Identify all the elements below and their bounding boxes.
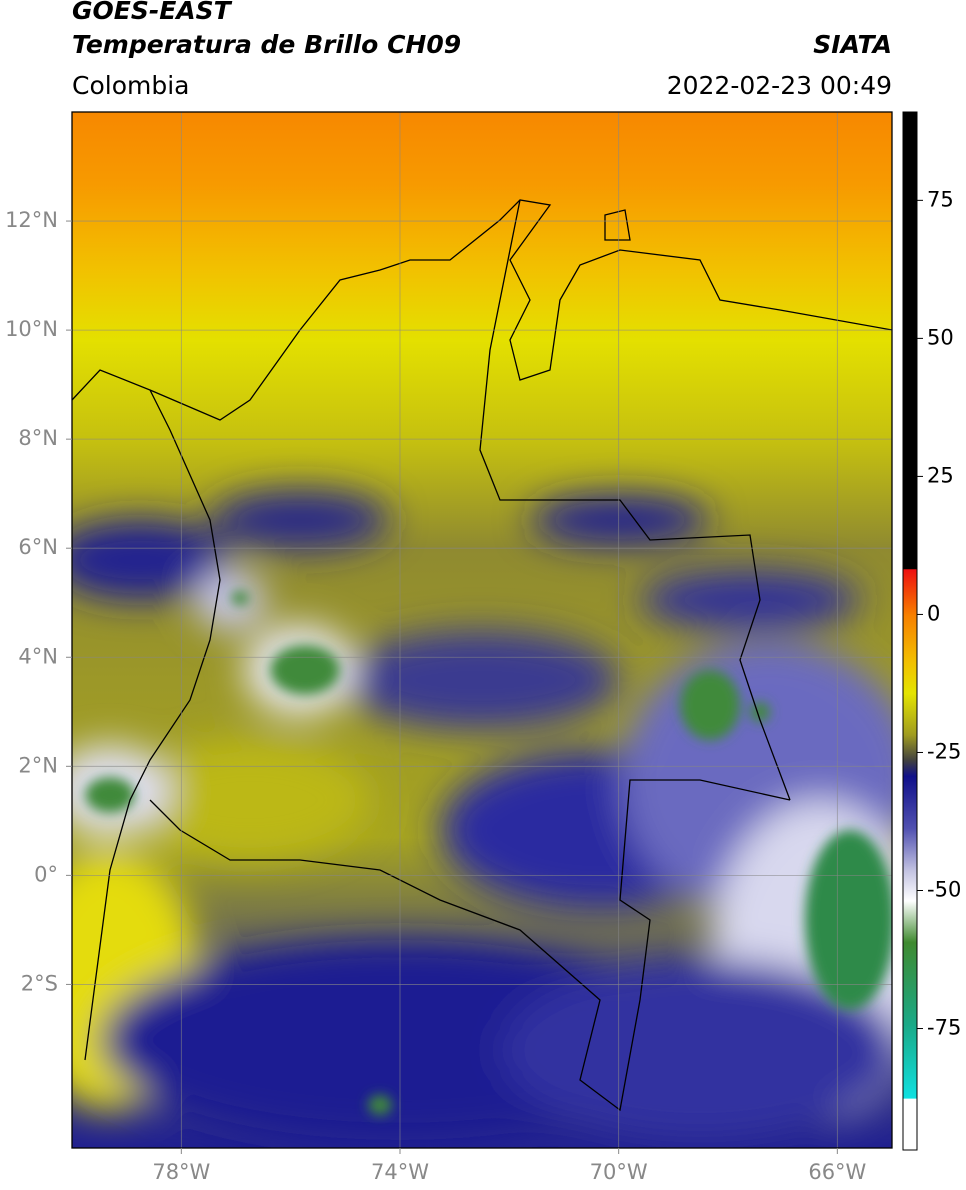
lat-tick-label: 2°S <box>21 971 58 995</box>
datetime: 2022-02-23 00:49 <box>667 71 892 100</box>
credit: SIATA <box>813 30 892 59</box>
lat-tick-label: 8°N <box>18 426 58 450</box>
lat-tick-label: 4°N <box>18 644 58 668</box>
lat-tick-label: 2°N <box>18 753 58 777</box>
lon-tick-label: 78°W <box>152 1160 210 1184</box>
title: GOES-EAST <box>72 0 233 25</box>
lat-tick-label: 0° <box>34 862 58 886</box>
region: Colombia <box>72 71 189 100</box>
colorbar-tick-label: -75 <box>927 1016 961 1040</box>
satellite-image <box>72 112 892 1148</box>
coastlines <box>72 199 892 1112</box>
colorbar-tick-label: 25 <box>927 463 954 487</box>
lon-tick-label: 74°W <box>371 1160 429 1184</box>
lon-tick-label: 70°W <box>590 1160 648 1184</box>
lat-tick-label: 6°N <box>18 535 58 559</box>
colorbar-tick-label: -50 <box>927 878 961 902</box>
colorbar-tick-label: 75 <box>927 187 954 211</box>
lat-tick-label: 10°N <box>5 317 58 341</box>
lon-tick-label: 66°W <box>808 1160 866 1184</box>
colorbar-tick-label: 0 <box>927 601 940 625</box>
colorbar-tick-label: 50 <box>927 325 954 349</box>
lat-tick-label: 12°N <box>5 208 58 232</box>
colorbar-tick-label: -25 <box>927 739 961 763</box>
colorbar <box>902 111 918 1151</box>
subtitle: Temperatura de Brillo CH09 <box>72 30 461 59</box>
map-frame <box>71 111 893 1149</box>
